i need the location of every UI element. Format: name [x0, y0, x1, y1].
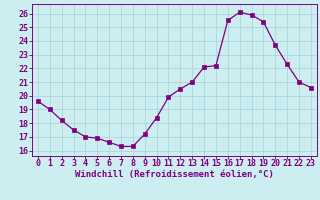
- X-axis label: Windchill (Refroidissement éolien,°C): Windchill (Refroidissement éolien,°C): [75, 170, 274, 179]
